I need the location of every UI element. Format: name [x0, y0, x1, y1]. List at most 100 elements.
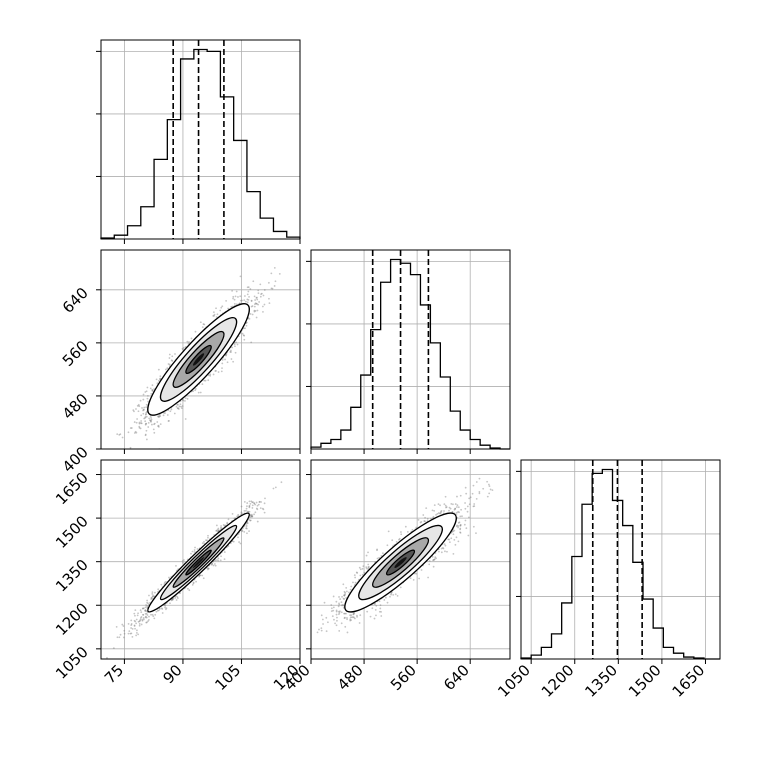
sample-point — [250, 341, 253, 344]
sample-point — [147, 620, 149, 623]
sample-point — [217, 527, 220, 530]
sample-point — [135, 622, 138, 625]
sample-point — [216, 528, 219, 531]
sample-point — [144, 423, 147, 426]
sample-point — [179, 592, 181, 594]
sample-point — [137, 410, 140, 413]
sample-point — [221, 305, 224, 308]
sample-point — [253, 295, 256, 298]
sample-point — [244, 295, 246, 297]
sample-point — [258, 500, 261, 503]
sample-point — [175, 564, 177, 567]
sample-point — [161, 612, 164, 614]
sample-point — [159, 375, 162, 378]
scatter-layer — [106, 481, 283, 659]
sample-point — [191, 550, 194, 553]
sample-point — [235, 290, 238, 293]
sample-point — [139, 619, 141, 622]
sample-point — [206, 539, 208, 542]
sample-point — [257, 292, 260, 295]
sample-point — [253, 305, 256, 308]
sample-point — [163, 581, 166, 584]
sample-point — [268, 297, 270, 300]
sample-point — [203, 379, 206, 382]
sample-point — [178, 405, 181, 408]
sample-point — [267, 281, 270, 284]
panel-1-1 — [306, 249, 511, 454]
sample-point — [144, 391, 147, 393]
sample-point — [175, 405, 178, 408]
sample-point — [207, 534, 209, 537]
sample-point — [145, 610, 148, 613]
sample-point — [197, 391, 200, 394]
sample-point — [154, 613, 157, 616]
sample-point — [150, 597, 153, 599]
sample-point — [170, 359, 173, 362]
sample-point — [247, 286, 250, 289]
sample-point — [150, 421, 152, 423]
sample-point — [180, 407, 183, 409]
sample-point — [168, 363, 171, 366]
sample-point — [133, 421, 136, 423]
sample-point — [173, 412, 176, 415]
sample-point — [164, 412, 166, 414]
sample-point — [216, 313, 219, 316]
sample-point — [249, 313, 252, 315]
sample-point — [219, 526, 222, 529]
contour-line — [147, 303, 250, 416]
sample-point — [263, 511, 266, 514]
sample-point — [129, 427, 132, 429]
sample-point — [246, 293, 249, 296]
sample-point — [130, 624, 133, 627]
sample-point — [139, 609, 142, 612]
sample-point — [159, 423, 162, 426]
sample-point — [255, 296, 258, 299]
sample-point — [255, 507, 258, 510]
sample-point — [176, 596, 179, 598]
sample-point — [146, 601, 148, 604]
sample-point — [139, 399, 142, 402]
sample-point — [254, 299, 257, 301]
sample-point — [152, 595, 155, 598]
y-tick-label: 640 — [59, 284, 92, 317]
x-tick-label: 1200 — [538, 661, 578, 701]
sample-point — [144, 610, 147, 612]
sample-point — [174, 353, 176, 355]
sample-point — [227, 307, 230, 310]
x-tick-label: 1650 — [669, 661, 709, 701]
sample-point — [182, 348, 185, 351]
sample-point — [250, 515, 253, 518]
panel-border — [100, 249, 301, 450]
sample-point — [186, 397, 189, 400]
panel-background — [101, 40, 300, 239]
sample-point — [210, 563, 213, 566]
sample-point — [216, 559, 218, 561]
sample-point — [135, 421, 138, 424]
sample-point — [157, 415, 160, 418]
sample-point — [122, 625, 125, 627]
sample-point — [144, 606, 147, 609]
sample-point — [253, 502, 256, 505]
sample-point — [145, 413, 147, 415]
sample-point — [199, 574, 202, 577]
sample-point — [192, 581, 195, 584]
sample-point — [226, 361, 229, 364]
sample-point — [143, 408, 145, 411]
sample-point — [140, 623, 143, 626]
sample-point — [176, 407, 179, 410]
sample-point — [123, 632, 126, 635]
sample-point — [246, 522, 248, 525]
sample-point — [130, 623, 133, 625]
sample-point — [144, 416, 147, 419]
sample-point — [122, 636, 125, 639]
sample-point — [250, 515, 253, 518]
sample-point — [157, 379, 160, 382]
sample-point — [188, 341, 190, 343]
sample-point — [220, 525, 222, 527]
panel-0-0 — [96, 39, 301, 244]
sample-point — [123, 455, 125, 457]
sample-point — [116, 636, 119, 639]
sample-point — [221, 358, 224, 361]
sample-point — [230, 349, 232, 352]
